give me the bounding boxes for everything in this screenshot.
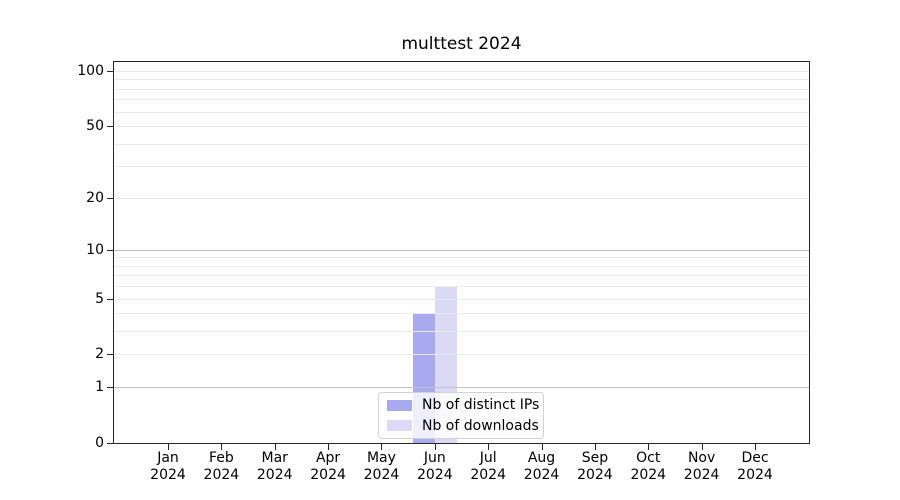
gridline — [114, 197, 809, 199]
x-tick — [328, 444, 330, 450]
gridline — [114, 298, 809, 300]
y-tick-label: 1 — [95, 379, 104, 396]
x-tick — [488, 444, 490, 450]
x-tick — [381, 444, 383, 450]
gridline — [114, 79, 809, 81]
x-tick — [755, 444, 756, 450]
y-tick — [107, 249, 113, 251]
gridline-major — [114, 387, 809, 389]
x-tick-label: Dec 2024 — [737, 450, 773, 483]
gridline — [114, 354, 809, 356]
x-tick-label: Jan 2024 — [150, 450, 186, 483]
gridline-major — [114, 249, 809, 251]
legend-label-distinct-ips: Nb of distinct IPs — [422, 397, 540, 414]
y-tick-label: 50 — [86, 118, 104, 135]
legend-label-downloads: Nb of downloads — [422, 417, 539, 434]
y-tick-label: 2 — [95, 346, 104, 363]
y-tick-label: 100 — [77, 63, 104, 80]
gridline — [114, 275, 809, 277]
legend: Nb of distinct IPs Nb of downloads — [378, 392, 544, 439]
y-tick — [107, 354, 113, 356]
y-tick-label: 20 — [86, 189, 104, 206]
gridline — [114, 265, 809, 267]
y-tick — [107, 443, 113, 444]
x-tick-label: Feb 2024 — [203, 450, 240, 483]
chart-title: multtest 2024 — [401, 34, 522, 54]
gridline — [114, 313, 809, 315]
x-tick-label: May 2024 — [363, 450, 400, 483]
gridline — [114, 257, 809, 259]
y-tick-label: 10 — [86, 241, 104, 258]
x-tick — [701, 444, 703, 450]
y-tick — [107, 71, 113, 73]
gridline — [114, 126, 809, 128]
x-tick-label: Mar 2024 — [256, 450, 293, 483]
x-tick-label: Sep 2024 — [577, 450, 613, 483]
x-tick — [434, 444, 436, 450]
x-tick-label: Jun 2024 — [416, 450, 453, 483]
x-tick-label: Jul 2024 — [470, 450, 506, 483]
x-tick-label: Oct 2024 — [630, 450, 667, 483]
x-tick — [648, 444, 650, 450]
x-tick — [541, 444, 543, 450]
x-tick-label: Aug 2024 — [523, 450, 560, 483]
y-tick — [107, 298, 113, 300]
x-tick — [168, 444, 169, 450]
legend-item-distinct-ips: Nb of distinct IPs — [387, 396, 539, 415]
x-tick — [594, 444, 596, 450]
gridline — [114, 99, 809, 101]
y-tick — [107, 197, 113, 199]
gridline — [114, 111, 809, 113]
x-tick — [221, 444, 223, 450]
x-tick — [274, 444, 276, 450]
y-tick-label: 5 — [95, 290, 104, 307]
gridline — [114, 143, 809, 145]
plot-area: Nb of distinct IPs Nb of downloads — [113, 61, 810, 444]
gridline — [114, 88, 809, 90]
x-tick-label: Apr 2024 — [310, 450, 346, 483]
gridline — [114, 71, 809, 73]
y-tick — [107, 126, 113, 128]
gridline — [114, 331, 809, 333]
y-tick-label: 0 — [95, 435, 104, 451]
legend-swatch-distinct-ips-icon — [387, 399, 412, 411]
gridline — [114, 286, 809, 288]
x-tick-label: Nov 2024 — [683, 450, 720, 483]
legend-swatch-downloads-icon — [387, 420, 412, 432]
gridline — [114, 166, 809, 168]
y-tick — [107, 387, 113, 389]
legend-item-downloads: Nb of downloads — [387, 417, 539, 436]
